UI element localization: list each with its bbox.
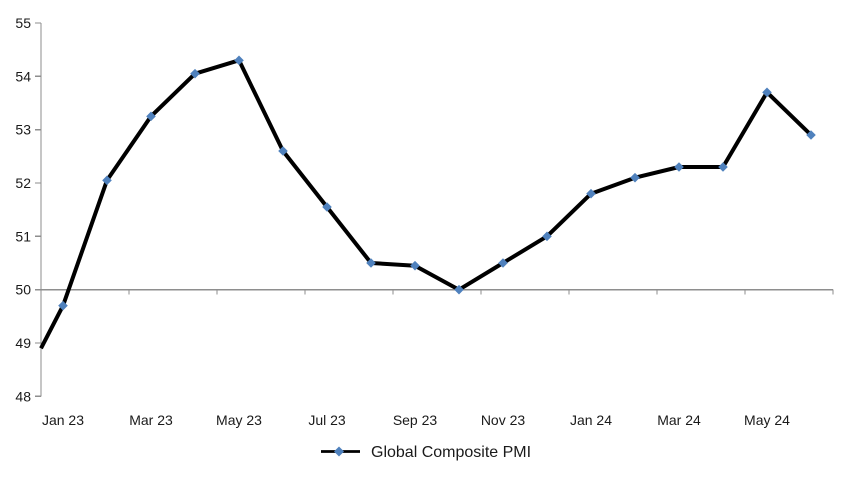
x-axis-tick-label: Jan 23 xyxy=(42,412,84,428)
x-axis: Jan 23 Mar 23 May 23 Jul 23 Sep 23 Nov 23 Jan … xyxy=(40,289,834,428)
x-axis-tick-label: Mar 24 xyxy=(657,412,701,428)
y-axis-tick-label: 53 xyxy=(15,122,31,138)
x-axis-tick-label: May 23 xyxy=(216,412,262,428)
x-axis-tick-label: Jan 24 xyxy=(570,412,612,428)
y-axis: 48 49 50 51 52 53 54 55 xyxy=(15,15,42,404)
x-axis-tick-label: Sep 23 xyxy=(393,412,438,428)
legend-label: Global Composite PMI xyxy=(371,444,531,461)
y-axis-tick-label: 55 xyxy=(15,15,31,31)
y-axis-tick-label: 48 xyxy=(15,388,31,404)
data-point-marker xyxy=(234,55,244,66)
data-point-marker xyxy=(762,87,772,98)
data-point-marker xyxy=(630,172,640,183)
y-axis-tick-label: 49 xyxy=(15,335,31,351)
series-global-composite-pmi xyxy=(39,55,816,350)
data-point-marker xyxy=(674,162,684,172)
data-point-marker xyxy=(806,130,816,140)
legend: Global Composite PMI xyxy=(321,444,531,461)
data-point-marker xyxy=(410,260,420,271)
data-point-marker xyxy=(366,258,376,268)
data-point-marker xyxy=(542,231,552,242)
x-axis-tick-label: May 24 xyxy=(744,412,790,428)
x-axis-tick-label: Nov 23 xyxy=(481,412,526,428)
data-point-marker xyxy=(322,202,332,212)
data-point-marker xyxy=(58,300,68,311)
x-axis-tick-label: Mar 23 xyxy=(129,412,173,428)
data-point-marker xyxy=(146,111,156,122)
data-point-marker xyxy=(190,68,200,79)
legend-marker-icon xyxy=(334,446,344,457)
data-point-marker xyxy=(454,284,464,295)
y-axis-tick-label: 52 xyxy=(15,175,31,191)
y-axis-tick-label: 50 xyxy=(15,282,31,298)
data-point-marker xyxy=(102,175,112,186)
y-axis-tick-label: 54 xyxy=(15,68,31,84)
data-point-marker xyxy=(718,162,728,172)
data-point-marker xyxy=(278,146,288,156)
data-point-marker xyxy=(586,188,596,199)
pmi-line xyxy=(39,58,813,350)
y-axis-tick-label: 51 xyxy=(15,228,31,244)
x-axis-tick-label: Jul 23 xyxy=(308,412,346,428)
data-point-marker xyxy=(498,258,508,268)
